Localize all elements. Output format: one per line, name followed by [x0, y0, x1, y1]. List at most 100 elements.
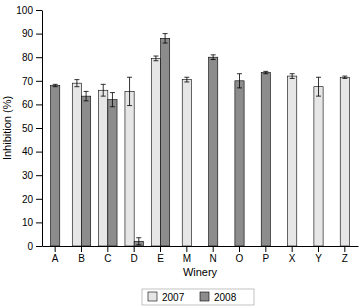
tick-label: O [236, 253, 244, 264]
tick-mark [36, 246, 42, 247]
error-cap [163, 43, 168, 44]
tick-mark [55, 246, 56, 252]
error-cap [74, 79, 79, 80]
tick: 80 [22, 52, 42, 63]
bar [161, 38, 170, 246]
error-cap [211, 54, 216, 55]
error-cap [237, 73, 242, 74]
error-cap [290, 78, 295, 79]
tick: N [210, 246, 217, 264]
error-cap [101, 96, 106, 97]
tick-mark [186, 246, 187, 252]
error-cap [136, 244, 141, 245]
error-cap [153, 60, 158, 61]
tick-mark [36, 104, 42, 105]
error-cap [84, 100, 89, 101]
tick-mark [36, 222, 42, 223]
error-bar [290, 74, 295, 79]
tick: 0 [27, 241, 42, 252]
tick-label: A [52, 253, 59, 264]
error-bar [211, 55, 216, 60]
error-cap [290, 73, 295, 74]
error-stem [165, 34, 166, 43]
error-bar [163, 34, 168, 43]
tick: 10 [22, 217, 42, 228]
legend-frame [142, 289, 254, 305]
tick-label: Z [342, 253, 348, 264]
tick-mark [213, 246, 214, 252]
error-stem [129, 77, 130, 105]
tick-mark [36, 81, 42, 82]
chart: 0102030405060708090100ABCDEMNOPXYZWinery… [0, 0, 364, 308]
bar [340, 77, 349, 246]
tick: A [52, 246, 59, 264]
error-stem [155, 56, 156, 61]
bar [151, 58, 160, 246]
tick: 100 [16, 5, 42, 16]
tick-mark [265, 246, 266, 252]
y-axis: 0102030405060708090100 [16, 5, 42, 252]
tick-label: 20 [22, 194, 34, 205]
tick: B [78, 246, 85, 264]
axis-line [43, 246, 359, 247]
error-stem [76, 80, 77, 87]
bar [72, 83, 81, 246]
error-stem [86, 91, 87, 100]
bar [209, 57, 218, 246]
error-cap [153, 56, 158, 57]
tick-label: 70 [22, 76, 34, 87]
error-bar [101, 84, 106, 96]
error-bar [316, 77, 321, 96]
error-cap [263, 71, 268, 72]
legend-swatch [200, 292, 209, 301]
plot: 0102030405060708090100ABCDEMNOPXYZ [16, 5, 358, 264]
tick: 50 [22, 123, 42, 134]
tick-label: 100 [16, 5, 33, 16]
bar [288, 76, 297, 246]
tick-mark [36, 175, 42, 176]
tick: 40 [22, 146, 42, 157]
tick-label: N [210, 253, 217, 264]
error-cap [211, 59, 216, 60]
tick-label: B [78, 253, 85, 264]
x-axis-title: Winery [183, 266, 218, 278]
tick: 60 [22, 99, 42, 110]
error-stem [213, 55, 214, 60]
legend: 20072008 [142, 289, 254, 305]
tick-mark [36, 128, 42, 129]
tick-mark [81, 246, 82, 252]
error-cap [316, 96, 321, 97]
error-bar [136, 238, 141, 245]
error-stem [186, 77, 187, 82]
tick: O [236, 246, 244, 264]
tick-mark [36, 152, 42, 153]
tick-mark [36, 57, 42, 58]
tick-mark [344, 246, 345, 252]
tick: 90 [22, 28, 42, 39]
tick-label: 60 [22, 99, 34, 110]
error-bar [110, 93, 115, 107]
error-cap [163, 33, 168, 34]
error-cap [342, 76, 347, 77]
tick: E [157, 246, 164, 264]
error-cap [263, 73, 268, 74]
axis-line [42, 11, 43, 247]
error-stem [138, 238, 139, 245]
error-bar [127, 77, 132, 105]
tick-mark [292, 246, 293, 252]
bar [261, 73, 270, 246]
tick-label: 80 [22, 52, 34, 63]
error-cap [101, 84, 106, 85]
tick-label: M [183, 253, 191, 264]
error-cap [74, 86, 79, 87]
tick-label: E [157, 253, 164, 264]
error-bar [53, 84, 58, 86]
error-bar [153, 56, 158, 61]
error-cap [316, 77, 321, 78]
bar [99, 90, 108, 246]
tick: P [262, 246, 269, 264]
tick-label: 90 [22, 28, 34, 39]
tick: X [289, 246, 296, 264]
tick-label: 50 [22, 123, 34, 134]
error-stem [112, 93, 113, 107]
